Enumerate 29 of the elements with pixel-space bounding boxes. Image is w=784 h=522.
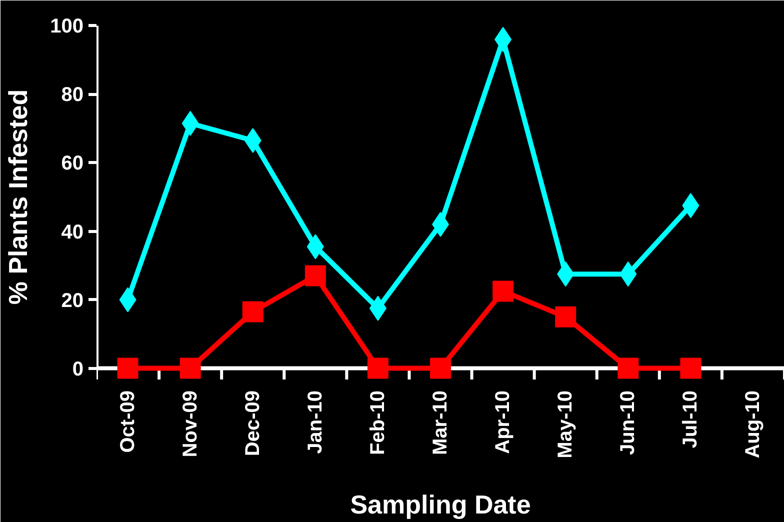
- point: [180, 358, 201, 379]
- point: [117, 358, 138, 379]
- y-tick-label: 60: [61, 152, 84, 175]
- point: [242, 301, 264, 322]
- point: [430, 358, 451, 379]
- point: [680, 358, 702, 379]
- x-tick-label: Mar-10: [430, 390, 452, 455]
- y-axis-title: % Plants Infested: [3, 89, 34, 305]
- point: [618, 358, 639, 379]
- x-tick-label: Dec-09: [242, 390, 264, 456]
- x-tick-label: Jul-10: [680, 390, 702, 448]
- x-tick-label: Aug-10: [742, 390, 764, 458]
- x-tick-label: Oct-09: [116, 390, 139, 453]
- x-tick-label: Jan-10: [304, 390, 326, 454]
- point: [304, 265, 326, 286]
- x-tick-label: May-10: [554, 390, 577, 458]
- y-tick-label: 40: [61, 221, 84, 244]
- x-tick-label: Nov-09: [179, 390, 202, 458]
- point: [367, 358, 388, 379]
- y-tick-label: 0: [72, 358, 84, 380]
- x-tick-label: Apr-10: [492, 390, 514, 454]
- point: [555, 306, 576, 328]
- point: [492, 280, 514, 302]
- x-tick-label: Feb-10: [366, 390, 389, 455]
- x-tick-label: Jun-10: [617, 390, 640, 455]
- y-tick-label: 80: [61, 84, 84, 106]
- y-tick-label: 20: [61, 290, 84, 312]
- y-tick-label: 100: [50, 16, 84, 38]
- x-axis-title: Sampling Date: [350, 489, 531, 520]
